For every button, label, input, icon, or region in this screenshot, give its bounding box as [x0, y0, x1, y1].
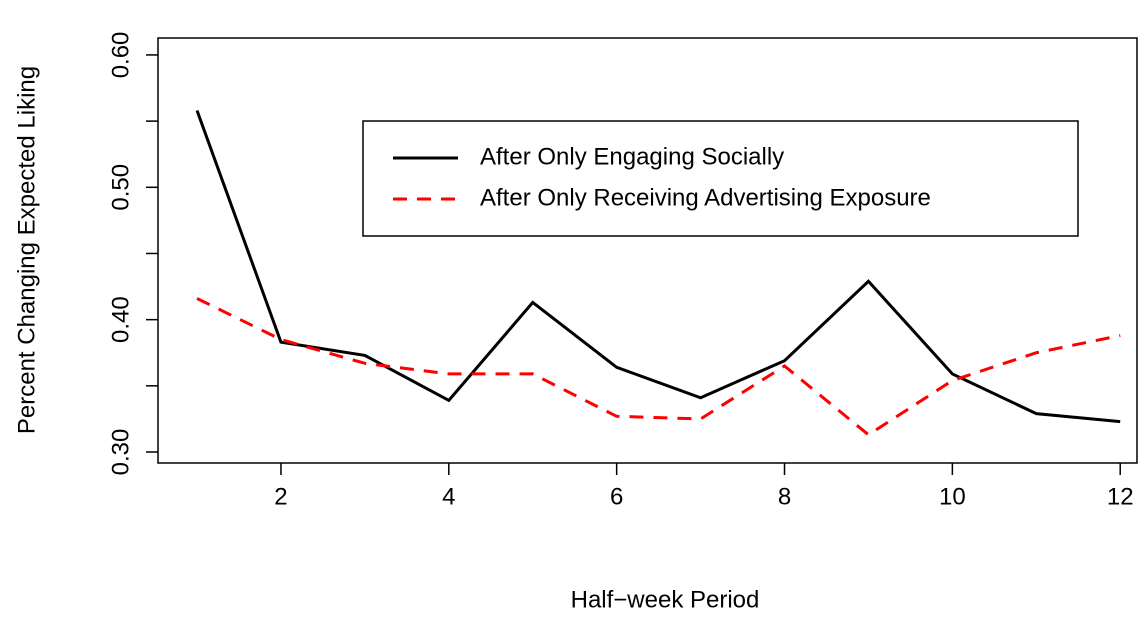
y-tick-label: 0.60	[107, 32, 134, 79]
x-tick-label: 8	[778, 483, 791, 510]
y-tick-label: 0.50	[107, 164, 134, 211]
x-tick-label: 10	[939, 483, 966, 510]
legend-label: After Only Engaging Socially	[480, 143, 784, 170]
legend-box	[362, 120, 1079, 237]
y-axis-title: Percent Changing Expected Liking	[13, 66, 40, 434]
plot-frame	[157, 37, 1138, 464]
x-tick-label: 6	[610, 483, 623, 510]
x-axis-title: Half−week Period	[571, 586, 760, 613]
y-tick-label: 0.40	[107, 296, 134, 343]
y-tick-label: 0.30	[107, 429, 134, 476]
series-line	[196, 297, 1121, 437]
series-line	[195, 110, 1121, 424]
legend-label: After Only Receiving Advertising Exposur…	[480, 184, 931, 211]
x-tick-label: 4	[442, 483, 455, 510]
x-tick-label: 2	[274, 483, 287, 510]
x-tick-label: 12	[1107, 483, 1134, 510]
